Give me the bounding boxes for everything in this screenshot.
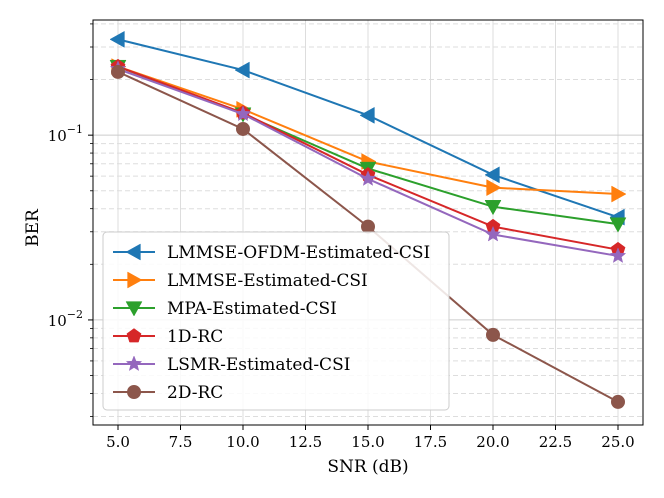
y-tick-label: 10−1: [48, 123, 83, 145]
data-point: [484, 200, 502, 216]
legend-marker: [125, 301, 143, 317]
legend: LMMSE-OFDM-Estimated-CSI LMMSE-Estimated-…: [102, 231, 450, 411]
x-tick-label: 7.5: [169, 433, 193, 451]
data-point: [486, 327, 500, 342]
x-axis-label: SNR (dB): [327, 457, 408, 477]
data-point: [609, 247, 627, 263]
x-tick-label: 12.5: [289, 433, 322, 451]
legend-label: 1D-RC: [167, 327, 223, 347]
legend-box: [102, 231, 450, 411]
series-layer: [109, 30, 627, 409]
x-tick-label: 17.5: [414, 433, 447, 451]
legend-marker: [127, 271, 143, 289]
legend-label: LSMR-Estimated-CSI: [167, 355, 350, 375]
data-point: [236, 121, 250, 136]
series-2d-rc: [111, 64, 625, 409]
data-point: [359, 106, 375, 124]
data-point: [109, 30, 125, 48]
legend-item: LSMR-Estimated-CSI: [113, 355, 350, 375]
legend-marker: [127, 385, 141, 399]
x-tick-label: 5.0: [106, 433, 130, 451]
legend-item: LMMSE-OFDM-Estimated-CSI: [113, 243, 430, 263]
legend-marker: [126, 328, 142, 343]
legend-item: 2D-RC: [113, 383, 223, 403]
legend-item: LMMSE-Estimated-CSI: [113, 271, 368, 291]
axes-layer: 5.0 7.5 10.0 12.5 15.0 17.5 20.0 22.5 25.0 10−1 10…: [48, 19, 644, 451]
axes-frame: [92, 19, 644, 426]
data-point: [609, 217, 627, 233]
data-point: [611, 185, 627, 203]
data-point: [361, 219, 375, 234]
legend-label: MPA-Estimated-CSI: [167, 299, 337, 319]
x-tick-label: 20.0: [476, 433, 509, 451]
x-tick-label: 25.0: [601, 433, 634, 451]
legend-marker: [125, 355, 143, 372]
x-tick-label: 15.0: [351, 433, 384, 451]
legend-item: 1D-RC: [113, 327, 223, 347]
data-point: [234, 105, 252, 122]
y-tick-label: 10−2: [48, 308, 83, 330]
legend-label: 2D-RC: [167, 383, 223, 403]
data-point: [484, 225, 502, 242]
data-point: [611, 394, 625, 409]
data-point: [234, 61, 250, 79]
legend-label: LMMSE-OFDM-Estimated-CSI: [167, 243, 430, 263]
legend-item: MPA-Estimated-CSI: [113, 299, 337, 319]
data-point: [484, 166, 500, 184]
x-tick-label: 10.0: [226, 433, 259, 451]
x-tick-label: 22.5: [539, 433, 572, 451]
legend-marker: [125, 243, 141, 261]
data-point: [111, 64, 125, 79]
data-point: [486, 179, 502, 197]
y-axis-label: BER: [23, 208, 43, 247]
legend-label: LMMSE-Estimated-CSI: [167, 271, 368, 291]
data-point: [359, 170, 377, 186]
